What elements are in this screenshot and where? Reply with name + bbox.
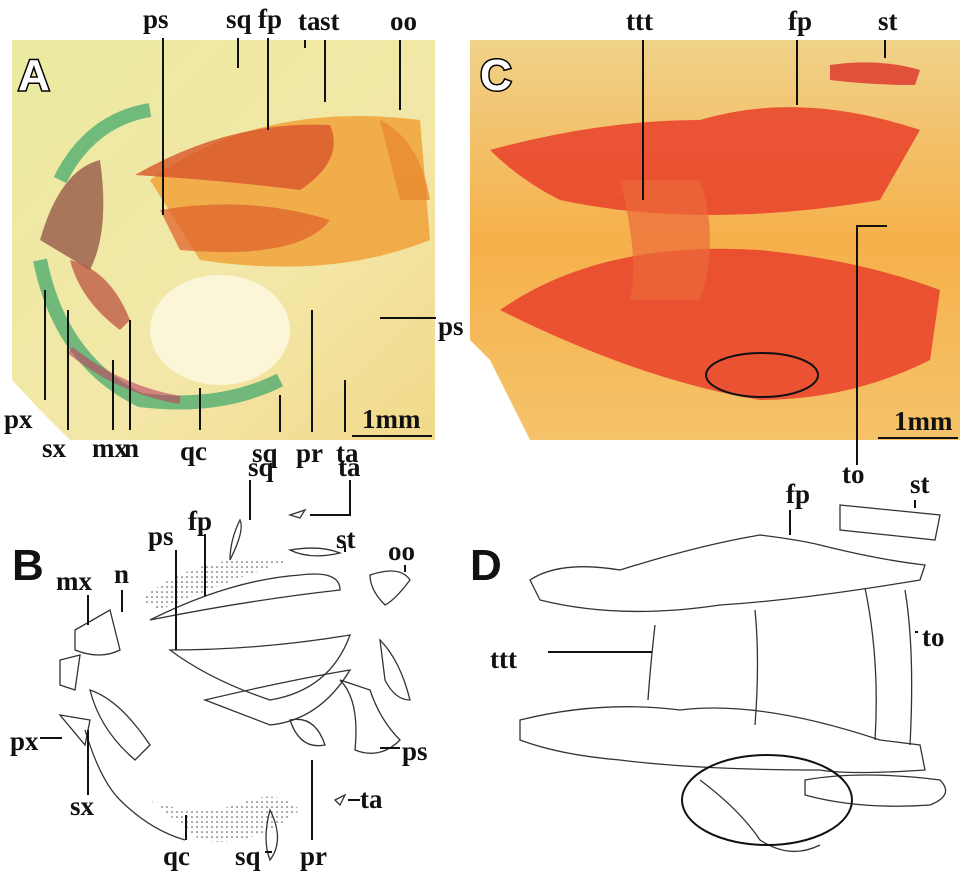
anatomy-label: pr [300, 841, 327, 871]
figure: Apssqfptastoopspxsxmxnqcsqprta1mmBsqtafp… [0, 0, 960, 875]
anatomy-label: sx [70, 791, 95, 821]
anatomy-label: qc [180, 436, 207, 466]
anatomy-label: sq [248, 452, 274, 482]
photo-c [470, 40, 960, 440]
anatomy-label: ps [143, 4, 169, 34]
anatomy-label: ta [338, 452, 361, 482]
anatomy-label: st [320, 6, 340, 36]
anatomy-label: fp [258, 4, 282, 34]
anatomy-label: sq [235, 841, 261, 871]
anatomy-label: st [336, 524, 356, 554]
anatomy-label: ta [298, 6, 321, 36]
anatomy-label: to [922, 622, 945, 652]
anatomy-label: px [4, 404, 33, 434]
panel-letter: A [18, 51, 50, 100]
anatomy-label: ps [148, 521, 174, 551]
anatomy-label: fp [188, 506, 212, 536]
anatomy-label: st [878, 6, 898, 36]
panel-letter: D [470, 541, 502, 590]
anatomy-label: sx [42, 433, 67, 463]
anatomy-label: ps [438, 311, 464, 341]
anatomy-label: n [114, 559, 129, 589]
anatomy-label: fp [786, 479, 810, 509]
anatomy-label: px [10, 726, 39, 756]
scale-label: 1mm [894, 406, 953, 436]
anatomy-label: ttt [490, 644, 517, 674]
anatomy-label: sq [226, 4, 252, 34]
anatomy-label: to [842, 459, 865, 489]
anatomy-label: st [910, 469, 930, 499]
anatomy-label: ta [360, 784, 383, 814]
drawing-d [520, 505, 946, 851]
scale-label: 1mm [362, 404, 421, 434]
anatomy-label: mx [56, 566, 92, 596]
anatomy-label: ps [402, 736, 428, 766]
anatomy-label: fp [788, 6, 812, 36]
drawing-b [60, 510, 410, 860]
panel-letter: C [480, 51, 512, 100]
anatomy-label: qc [163, 841, 190, 871]
photo-a [12, 40, 435, 440]
anatomy-label: n [124, 433, 139, 463]
anatomy-label: oo [390, 6, 417, 36]
anatomy-label: oo [388, 536, 415, 566]
panel-letter: B [12, 541, 44, 590]
anatomy-label: pr [296, 438, 323, 468]
anatomy-label: ttt [626, 6, 653, 36]
